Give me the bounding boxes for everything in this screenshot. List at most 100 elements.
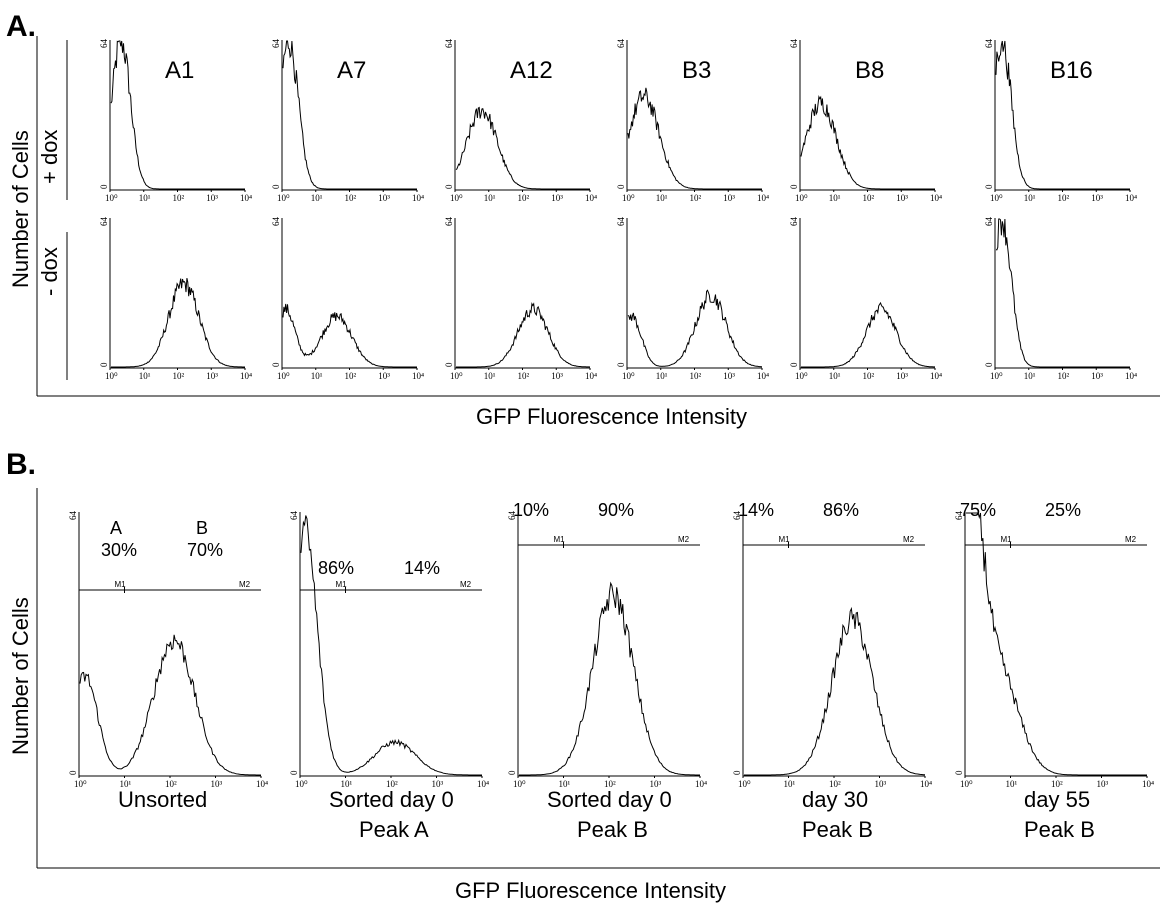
x-tick-label: 10⁴: [757, 193, 769, 203]
histogram-caption: Unsorted: [118, 787, 207, 812]
x-tick-label: 10⁰: [795, 193, 808, 203]
histogram-b-5: 64 0 10⁰ 10¹ 10² 10³ 10⁴ M1 M2 75% 25% day 55 Peak B: [954, 500, 1154, 842]
x-tick-label: 10¹: [311, 193, 323, 203]
gate-percent: 86%: [823, 500, 859, 520]
x-tick-label: 10³: [432, 779, 444, 789]
peak-label: B: [196, 518, 208, 538]
x-tick-label: 10³: [211, 779, 223, 789]
x-tick-label: 10⁴: [240, 193, 252, 203]
histogram-trace: [744, 606, 925, 776]
histogram-B16-plus-dox: 64 0 10⁰ 10¹ 10² 10³ 10⁴ B16: [984, 39, 1137, 204]
y-tick-max: 64: [789, 217, 799, 227]
panel-b-label: B.: [6, 448, 36, 481]
x-tick-label: 10⁰: [295, 779, 308, 789]
y-tick-max: 64: [984, 217, 994, 227]
histogram-trace: [995, 40, 1130, 190]
x-tick-label: 10¹: [559, 779, 571, 789]
x-tick-label: 10¹: [120, 779, 132, 789]
histogram-B3-plus-dox: 64 0 10⁰ 10¹ 10² 10³ 10⁴ B3: [616, 39, 769, 204]
histogram-B16-minus-dox: 64 0 10⁰ 10¹ 10² 10³ 10⁴: [984, 217, 1137, 382]
x-tick-label: 10²: [829, 779, 841, 789]
x-tick-label: 10³: [723, 371, 735, 381]
x-tick-label: 10⁴: [585, 371, 597, 381]
y-tick-max: 64: [732, 511, 742, 521]
x-tick-label: 10²: [1051, 779, 1063, 789]
x-tick-label: 10³: [896, 371, 908, 381]
histogram-trace: [300, 515, 482, 776]
histogram-A1-minus-dox: 64 0 10⁰ 10¹ 10² 10³ 10⁴: [99, 217, 252, 382]
x-tick-label: 10³: [206, 193, 218, 203]
histogram-trace: [801, 301, 935, 368]
y-tick-min: 0: [984, 362, 994, 367]
gate-label-m1: M1: [779, 535, 791, 544]
histogram-B8-minus-dox: 64 0 10⁰ 10¹ 10² 10³ 10⁴: [789, 217, 942, 382]
x-tick-label: 10⁴: [930, 371, 942, 381]
gate-percent: 14%: [738, 500, 774, 520]
histogram-caption: Peak B: [1024, 817, 1095, 842]
gate-percent: 10%: [513, 500, 549, 520]
x-tick-label: 10²: [1058, 193, 1070, 203]
panel-b-x-axis-label: GFP Fluorescence Intensity: [455, 878, 726, 903]
x-tick-label: 10³: [378, 371, 390, 381]
histogram-b-3: 64 0 10⁰ 10¹ 10² 10³ 10⁴ M1 M2 10% 90% Sorted day 0…: [507, 500, 707, 842]
y-tick-min: 0: [271, 362, 281, 367]
x-tick-label: 10⁰: [990, 371, 1003, 381]
y-tick-min: 0: [732, 770, 742, 775]
x-tick-label: 10³: [723, 193, 735, 203]
panel-a-label: A.: [6, 10, 36, 43]
x-tick-label: 10¹: [656, 371, 668, 381]
x-tick-label: 10³: [1091, 193, 1103, 203]
x-tick-label: 10²: [863, 193, 875, 203]
x-tick-label: 10³: [551, 193, 563, 203]
histogram-caption: Peak B: [802, 817, 873, 842]
histogram-trace: [456, 302, 591, 368]
histogram-B3-minus-dox: 64 0 10⁰ 10¹ 10² 10³ 10⁴: [616, 217, 769, 382]
x-tick-label: 10⁰: [990, 193, 1003, 203]
histogram-b-4: 64 0 10⁰ 10¹ 10² 10³ 10⁴ M1 M2 14% 86% day 30 Peak B: [732, 500, 932, 842]
y-tick-max: 64: [984, 39, 994, 49]
histogram-trace: [519, 581, 700, 776]
x-tick-label: 10⁰: [450, 371, 463, 381]
histogram-trace: [282, 303, 417, 368]
x-tick-label: 10⁴: [240, 371, 252, 381]
x-tick-label: 10⁰: [277, 193, 290, 203]
x-tick-label: 10⁴: [757, 371, 769, 381]
histogram-b-2: 64 0 10⁰ 10¹ 10² 10³ 10⁴ M1 M2 86% 14% Sorted day 0…: [289, 511, 489, 843]
x-tick-label: 10¹: [829, 193, 841, 203]
x-tick-label: 10²: [690, 371, 702, 381]
clone-label: A12: [510, 57, 553, 84]
histogram-trace: [282, 40, 417, 190]
y-tick-max: 64: [954, 511, 964, 521]
x-tick-label: 10⁰: [513, 779, 526, 789]
y-tick-min: 0: [507, 770, 517, 775]
peak-label: A: [110, 518, 122, 538]
histogram-trace: [79, 634, 261, 776]
x-tick-label: 10³: [875, 779, 887, 789]
y-tick-min: 0: [444, 362, 454, 367]
histogram-trace: [627, 87, 762, 190]
x-tick-label: 10⁰: [622, 193, 635, 203]
x-tick-label: 10²: [1058, 371, 1070, 381]
y-tick-max: 64: [444, 39, 454, 49]
histogram-caption: day 30: [802, 787, 868, 812]
gate-label-m2: M2: [903, 535, 915, 544]
x-tick-label: 10¹: [1024, 193, 1036, 203]
x-tick-label: 10³: [1097, 779, 1109, 789]
x-tick-label: 10³: [378, 193, 390, 203]
x-tick-label: 10⁴: [695, 779, 707, 789]
gate-label-m1: M1: [554, 535, 566, 544]
x-tick-label: 10¹: [484, 371, 496, 381]
x-tick-label: 10⁴: [477, 779, 489, 789]
x-tick-label: 10²: [173, 193, 185, 203]
gate-percent: 90%: [598, 500, 634, 520]
gate-label-m1: M1: [336, 580, 348, 589]
y-tick-min: 0: [289, 770, 299, 775]
histogram-trace: [111, 277, 245, 368]
histogram-trace: [800, 95, 935, 190]
x-tick-label: 10²: [690, 193, 702, 203]
histogram-caption: Peak A: [359, 817, 429, 842]
x-tick-label: 10⁰: [738, 779, 751, 789]
